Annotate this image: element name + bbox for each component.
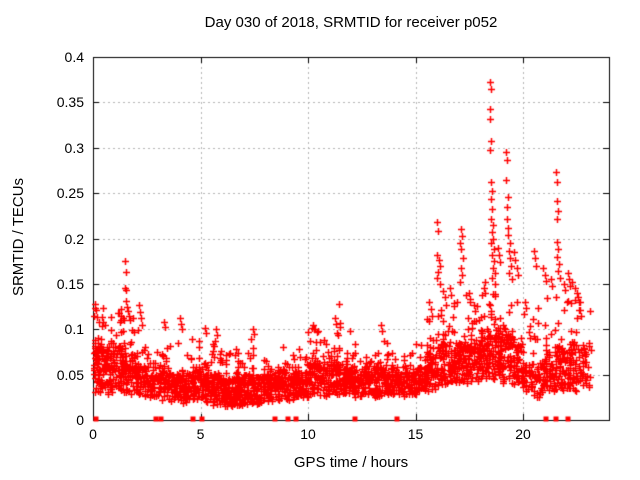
y-tick-label: 0.1 [64, 321, 84, 338]
y-tick-label: 0.4 [64, 49, 84, 65]
x-tick-label: 15 [407, 426, 424, 442]
y-tick-label: 0.05 [56, 366, 84, 383]
x-tick-label: 5 [196, 426, 205, 442]
y-tick-label: 0.2 [64, 230, 84, 247]
y-tick-label: 0 [76, 412, 84, 428]
x-tick-label: 10 [300, 426, 316, 442]
chart-title: Day 030 of 2018, SRMTID for receiver p05… [204, 14, 498, 31]
y-axis-label: SRMTID / TECUs [10, 177, 27, 297]
x-axis-label: GPS time / hours [293, 454, 409, 471]
x-tick-label: 0 [89, 426, 97, 442]
y-tick-label: 0.35 [56, 94, 84, 111]
y-tick-label: 0.15 [56, 275, 84, 292]
x-tick-label: 20 [515, 426, 531, 442]
y-tick-label: 0.3 [64, 139, 84, 156]
y-tick-label: 0.25 [56, 185, 84, 202]
